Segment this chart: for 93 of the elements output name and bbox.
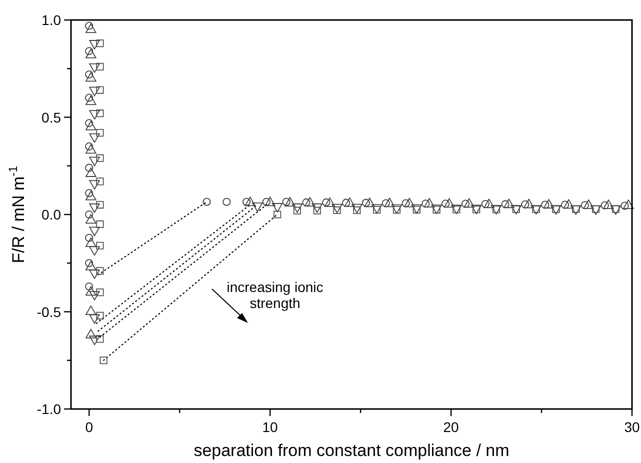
point (86, 24, 96, 34)
point (89, 290, 100, 300)
point (583, 199, 594, 209)
point (352, 204, 362, 214)
point (86, 96, 96, 105)
point (96, 110, 104, 118)
point (464, 198, 475, 208)
point (274, 210, 282, 218)
point (96, 62, 104, 70)
point (252, 202, 263, 212)
point (424, 198, 435, 208)
point (86, 120, 96, 130)
point (89, 203, 100, 213)
point (86, 190, 96, 200)
point (543, 199, 554, 208)
point (100, 356, 108, 364)
point (332, 204, 342, 214)
point (384, 198, 395, 208)
point (484, 198, 494, 208)
point (85, 164, 94, 172)
point (563, 199, 574, 209)
point (202, 198, 211, 206)
point (242, 198, 251, 206)
point (96, 288, 104, 296)
point (96, 242, 104, 250)
point (404, 198, 415, 208)
point (364, 198, 375, 208)
point (86, 144, 96, 154)
point (222, 198, 231, 206)
point (284, 197, 296, 207)
point (86, 168, 96, 177)
point (85, 210, 94, 219)
point (312, 203, 322, 213)
annotation: increasing ionic strength (226, 279, 324, 311)
point (96, 312, 104, 320)
y-tick-label: -1.0 (36, 401, 62, 417)
point (86, 214, 96, 224)
point (292, 203, 303, 213)
point (89, 246, 100, 256)
point (561, 200, 570, 209)
x-tick-label: 10 (262, 419, 278, 435)
point (623, 200, 634, 210)
point (85, 119, 94, 128)
point (521, 200, 530, 208)
point (85, 94, 94, 102)
point (264, 196, 276, 206)
point (96, 267, 104, 275)
point (422, 200, 430, 208)
point (96, 220, 104, 228)
point (541, 200, 550, 209)
point (89, 270, 100, 279)
point (293, 206, 302, 214)
point (96, 154, 104, 162)
point (442, 200, 450, 208)
x-tick-label: 0 (85, 419, 94, 435)
x-axis-title: separation from constant compliance / nm (194, 441, 510, 460)
y-tick-label: 0.5 (42, 109, 62, 126)
point (96, 178, 104, 186)
point (523, 198, 534, 208)
point (86, 72, 96, 82)
point (313, 206, 321, 214)
point (85, 259, 94, 268)
point (504, 198, 514, 208)
point (272, 203, 283, 212)
point (85, 282, 94, 290)
point (322, 198, 330, 206)
point (96, 129, 104, 137)
y-tick-label: -0.5 (36, 304, 62, 320)
y-tick-label: 0.0 (42, 206, 62, 222)
point (86, 48, 96, 58)
point (603, 200, 614, 210)
point (620, 202, 629, 210)
point (244, 196, 256, 206)
point (333, 206, 341, 214)
point (353, 206, 361, 214)
point (481, 200, 490, 208)
point (89, 226, 100, 236)
y-tick-label: 1.0 (42, 12, 62, 28)
point (85, 234, 94, 242)
point (96, 200, 104, 209)
point (96, 335, 104, 343)
point (96, 40, 104, 48)
point (302, 198, 310, 206)
point (342, 198, 350, 207)
point (96, 86, 104, 94)
point (85, 22, 94, 30)
point (89, 336, 100, 346)
point (461, 200, 470, 208)
x-tick-label: 30 (624, 419, 640, 435)
point (444, 198, 455, 208)
point (304, 197, 316, 207)
point (89, 314, 100, 324)
x-tick-label: 20 (443, 419, 460, 435)
